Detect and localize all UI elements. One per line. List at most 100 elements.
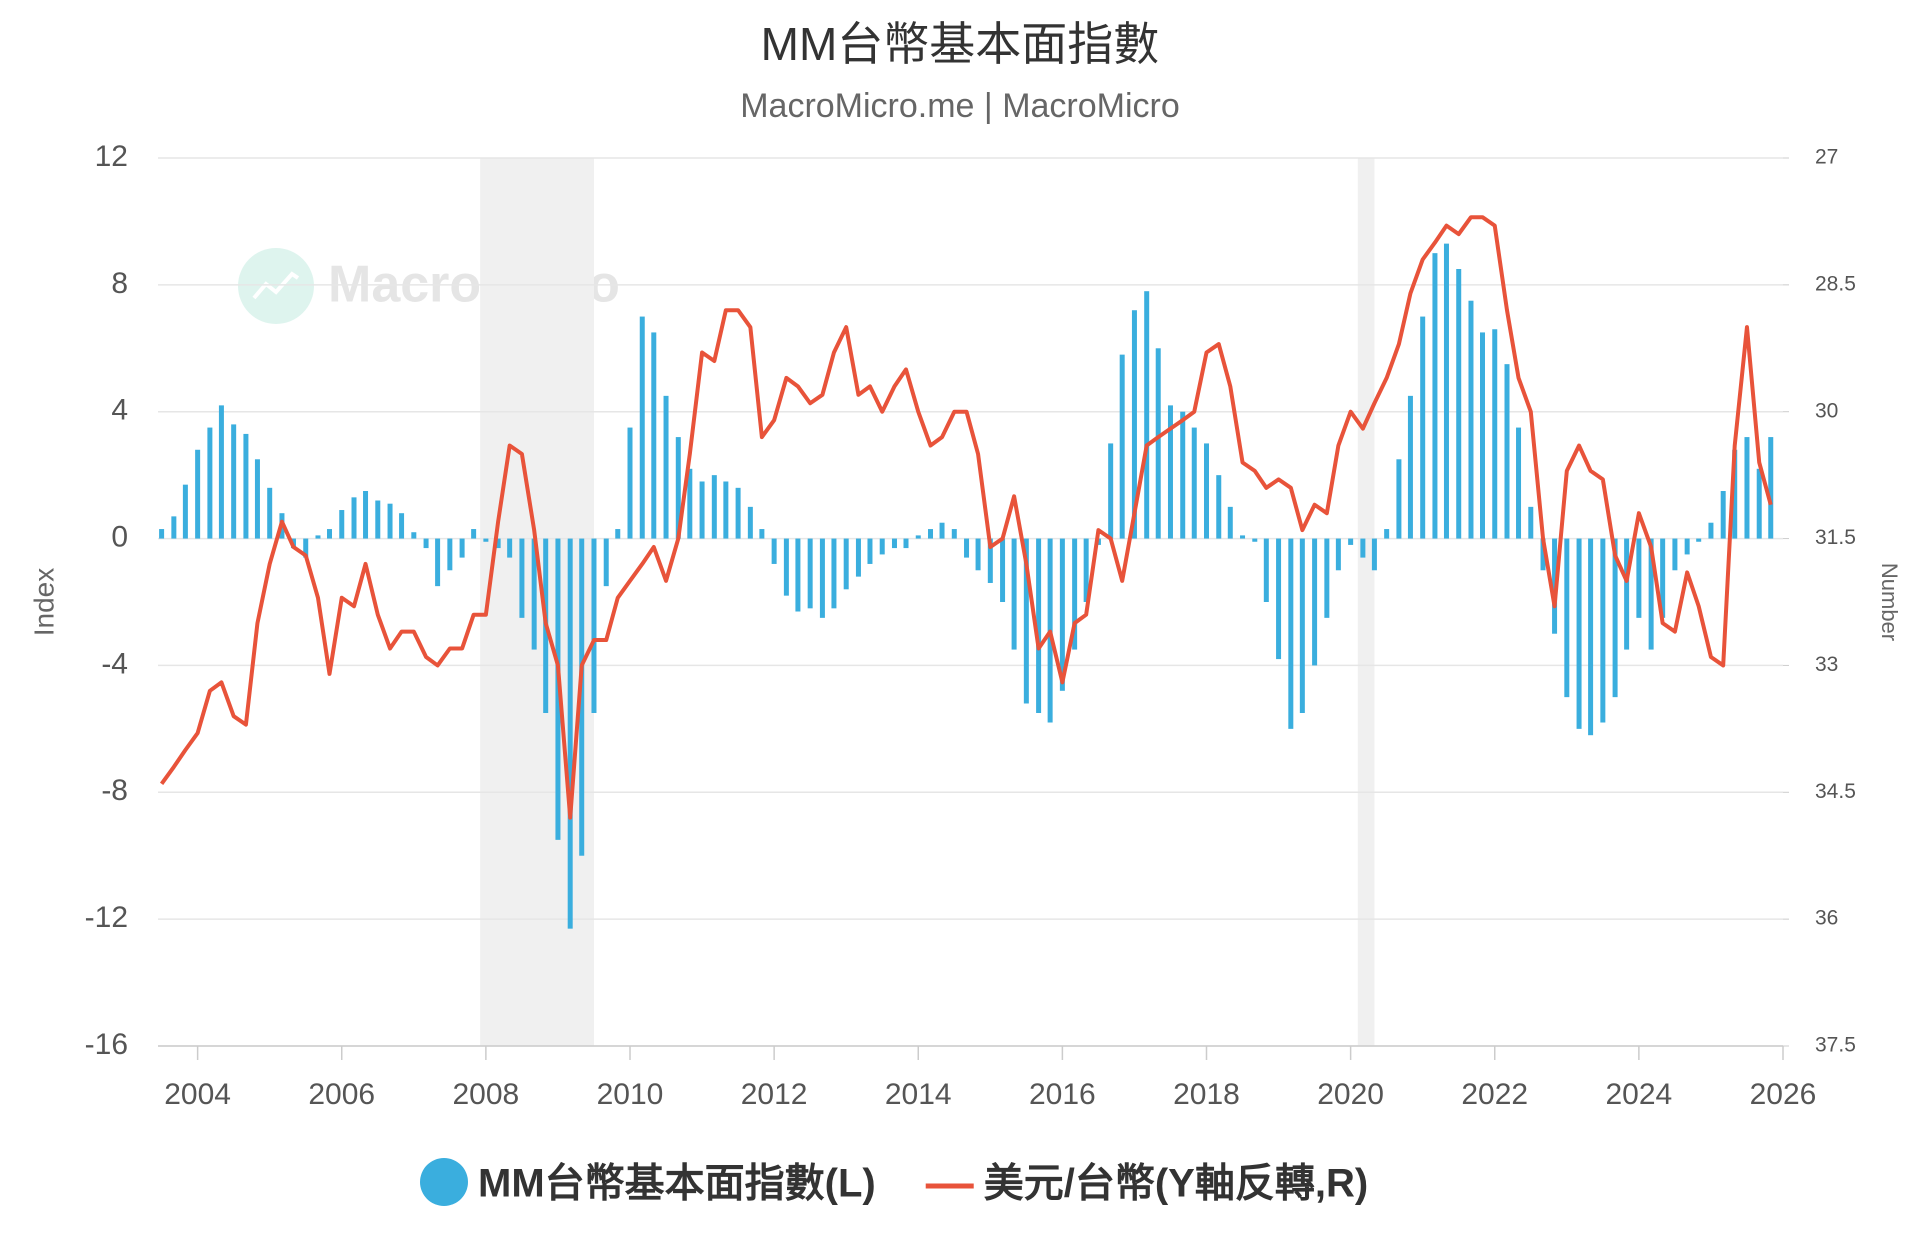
bar <box>1708 522 1714 539</box>
bar <box>867 538 873 564</box>
bar <box>939 522 945 539</box>
x-tick-label: 2026 <box>1750 1078 1817 1111</box>
y-tick-label: -8 <box>101 774 128 807</box>
y-tick-label: 0 <box>111 520 128 553</box>
x-tick-label: 2018 <box>1173 1078 1240 1111</box>
bar <box>1348 538 1354 545</box>
bar <box>843 538 849 590</box>
bar <box>351 497 357 539</box>
bar <box>1059 538 1065 691</box>
bar <box>1011 538 1017 650</box>
bar <box>399 513 405 539</box>
bar <box>411 532 417 539</box>
bar <box>579 538 585 856</box>
bar <box>495 538 501 549</box>
bar <box>471 529 477 539</box>
x-tick-label: 2022 <box>1461 1078 1528 1111</box>
bar <box>639 316 645 539</box>
bar <box>747 506 753 539</box>
bar <box>1480 332 1486 539</box>
bar <box>1768 437 1774 539</box>
bar <box>795 538 801 612</box>
bar <box>1000 538 1006 602</box>
y2-tick-label: 27 <box>1815 146 1838 169</box>
bar <box>663 395 669 539</box>
bar <box>182 484 188 539</box>
bar <box>1732 449 1738 539</box>
bar <box>915 535 921 539</box>
legend: MM台幣基本面指數(L) 美元/台幣(Y軸反轉,R) <box>420 1158 1368 1206</box>
bar <box>1516 427 1522 539</box>
y-tick-label: -12 <box>85 901 128 934</box>
bar <box>531 538 537 650</box>
bar <box>1276 538 1282 660</box>
bar <box>711 475 717 539</box>
y2-tick-label: 31.5 <box>1815 526 1856 549</box>
bar <box>603 538 609 587</box>
recession-band <box>1357 158 1375 1046</box>
bar <box>807 538 813 609</box>
bar <box>759 529 765 539</box>
bar <box>303 538 309 558</box>
bar <box>831 538 837 609</box>
bar <box>1324 538 1330 618</box>
y2-tick-label: 37.5 <box>1815 1034 1856 1057</box>
bar <box>218 405 224 539</box>
bar <box>855 538 861 577</box>
y-tick-label: -4 <box>101 647 128 680</box>
bar <box>1360 538 1366 558</box>
bar <box>783 538 789 596</box>
bar <box>1191 427 1197 539</box>
bar <box>171 516 177 539</box>
watermark-icon-line <box>252 271 300 300</box>
y2-tick-label: 30 <box>1815 399 1838 422</box>
bar <box>267 487 273 539</box>
bar <box>975 538 981 571</box>
bar <box>928 529 934 539</box>
bar <box>1180 411 1186 539</box>
bar <box>675 437 681 539</box>
y-tick-label: -16 <box>85 1028 128 1061</box>
bar <box>951 529 957 539</box>
legend-label: 美元/台幣(Y軸反轉,R) <box>984 1162 1368 1206</box>
bar <box>1696 538 1702 542</box>
bar <box>1420 316 1426 539</box>
bar <box>339 510 345 539</box>
bar <box>1432 253 1438 539</box>
bar <box>687 468 693 539</box>
bar <box>1023 538 1029 704</box>
bar <box>964 538 970 558</box>
bar <box>1384 529 1390 539</box>
bar <box>723 481 729 539</box>
bar <box>987 538 993 583</box>
y-tick-label: 12 <box>95 140 128 173</box>
bar <box>1108 443 1114 539</box>
bar <box>1443 243 1449 539</box>
bar <box>1396 459 1402 539</box>
x-tick-label: 2004 <box>164 1078 231 1111</box>
bar <box>1684 538 1690 555</box>
chart-title: MM台幣基本面指數 <box>761 18 1160 70</box>
chart-subtitle: MacroMicro.me | MacroMicro <box>740 87 1180 125</box>
legend-swatch <box>420 1158 468 1206</box>
y2-tick-label: 34.5 <box>1815 780 1856 803</box>
bar <box>207 427 213 539</box>
bar <box>1672 538 1678 571</box>
bar <box>1227 506 1233 539</box>
bar <box>735 487 741 539</box>
bar <box>1456 269 1462 539</box>
bar <box>1072 538 1078 650</box>
x-tick-label: 2012 <box>741 1078 808 1111</box>
bar <box>1600 538 1606 723</box>
bar <box>651 332 657 539</box>
y2-tick-label: 36 <box>1815 907 1838 930</box>
bar <box>1492 329 1498 539</box>
bar <box>159 529 165 539</box>
y-tick-label: 8 <box>111 267 128 300</box>
bar <box>254 459 260 539</box>
bar <box>1216 475 1222 539</box>
bar <box>1564 538 1570 698</box>
bar <box>1204 443 1210 539</box>
bar <box>1407 395 1413 539</box>
